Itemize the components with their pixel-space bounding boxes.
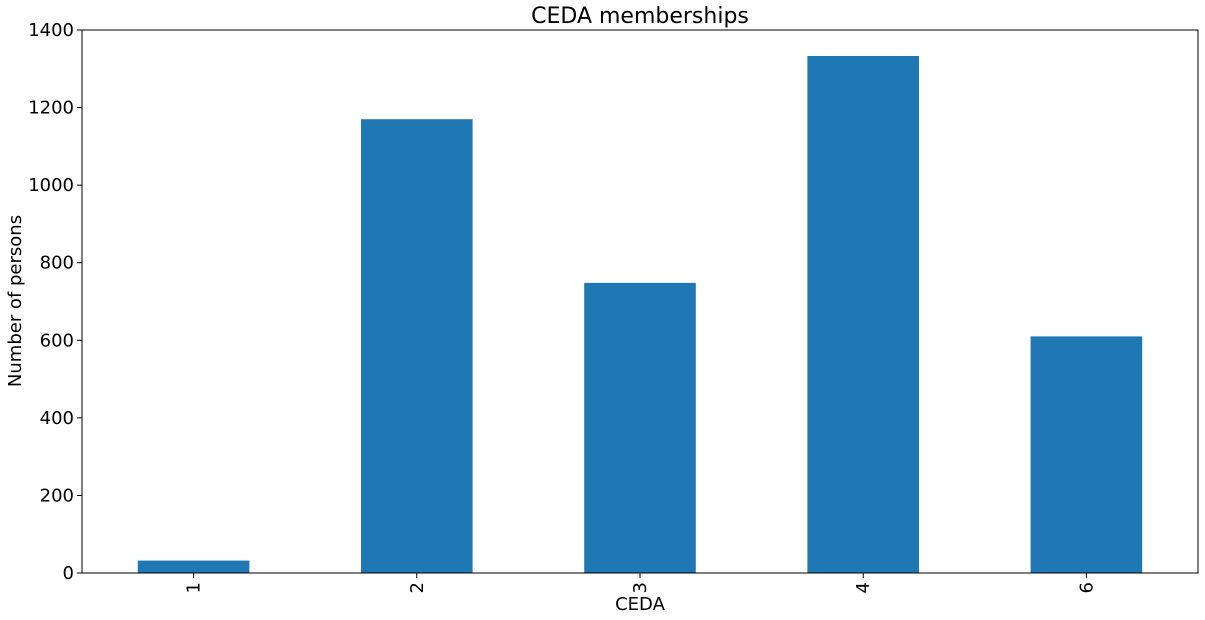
plot-frame — [81, 29, 1199, 574]
y-tick-label: 1200 — [28, 98, 74, 119]
y-axis: 0 200 400 600 800 1000 1200 1400 — [28, 20, 82, 584]
x-tick-label: 4 — [853, 582, 874, 593]
x-axis: 1 2 3 4 6 — [184, 573, 1097, 593]
bar-4 — [807, 55, 919, 573]
y-tick-label: 0 — [63, 563, 74, 584]
bar-6 — [1030, 336, 1143, 573]
y-tick-label: 200 — [40, 485, 74, 506]
y-tick-label: 400 — [40, 408, 74, 429]
chart-title: CEDA memberships — [531, 4, 749, 29]
y-tick-label: 600 — [40, 330, 74, 351]
y-tick-label: 800 — [40, 253, 74, 274]
bar-2 — [361, 119, 473, 573]
bars-layer — [137, 55, 1143, 573]
y-axis-label: Number of persons — [5, 215, 26, 387]
bar-1 — [137, 560, 250, 573]
y-tick-label: 1000 — [28, 175, 74, 196]
x-tick-label: 2 — [407, 582, 428, 593]
y-tick-label: 1400 — [28, 20, 74, 41]
bar-3 — [584, 282, 696, 573]
x-tick-label: 6 — [1076, 582, 1097, 593]
x-axis-label: CEDA — [615, 594, 665, 615]
x-tick-label: 3 — [630, 582, 651, 593]
x-tick-label: 1 — [184, 582, 205, 593]
